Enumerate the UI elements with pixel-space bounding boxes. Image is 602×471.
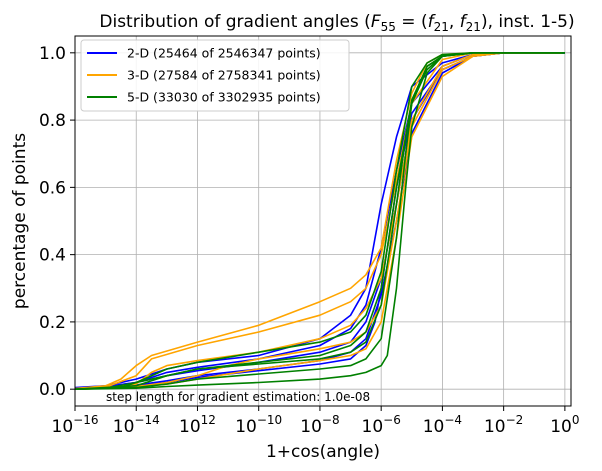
y-axis-label: percentage of points (10, 133, 30, 309)
legend-label: 5-D (33030 of 3302935 points) (127, 90, 321, 105)
y-tick-label: 0.2 (39, 313, 66, 333)
x-tick-base: 10 (179, 417, 201, 437)
x-tick-power: −6 (383, 413, 401, 427)
series-line-1 (74, 51, 565, 389)
legend-box (80, 39, 350, 112)
title-f2: f (460, 12, 469, 32)
x-axis-ticks: 10−16 10−14 1012 10−10 10−8 10−6 10−4 10−2 100 (52, 406, 580, 437)
x-tick-base: 10 (550, 417, 572, 437)
series-line-15 (74, 51, 565, 390)
legend-label: 2-D (25464 of 2546347 points) (127, 46, 321, 61)
x-tick-label: 10−10 (235, 413, 282, 437)
y-axis-ticks: 0.0 0.2 0.4 0.6 0.8 1.0 (39, 44, 75, 400)
y-tick-label: 0.6 (39, 178, 66, 198)
x-tick-power: −10 (257, 413, 282, 427)
title-prefix: Distribution of gradient angles ( (99, 12, 370, 32)
x-tick-label: 10−6 (362, 413, 401, 437)
title-f: F (371, 12, 381, 32)
title-f1-sub: 21 (434, 20, 449, 34)
series-line-11 (74, 51, 565, 390)
x-tick-power: −14 (134, 413, 159, 427)
series-lines (74, 51, 565, 390)
step-length-annotation: step length for gradient estimation: 1.0… (106, 390, 370, 404)
x-tick-base: 10 (113, 417, 135, 437)
x-tick-base: 10 (423, 417, 445, 437)
series-line-8 (74, 51, 562, 390)
x-tick-power: 12 (201, 413, 216, 427)
y-tick-label: 0.8 (39, 111, 66, 131)
x-tick-power: −4 (444, 413, 462, 427)
series-line-14 (74, 51, 565, 390)
x-tick-base: 10 (362, 417, 384, 437)
x-tick-power: 0 (572, 413, 580, 427)
title-eq: = ( (396, 12, 428, 32)
x-tick-label: 10−8 (300, 413, 339, 437)
title-suffix: ), inst. 1-5) (481, 12, 575, 32)
title-f-sub: 55 (381, 20, 396, 34)
legend: 2-D (25464 of 2546347 points) 3-D (27584 … (80, 39, 350, 112)
x-tick-label: 10−16 (52, 413, 99, 437)
x-tick-base: 10 (52, 417, 74, 437)
legend-label: 3-D (27584 of 2758341 points) (127, 68, 321, 83)
series-line-9 (74, 51, 562, 390)
x-tick-power: −8 (322, 413, 340, 427)
x-tick-base: 10 (300, 417, 322, 437)
title-f2-sub: 21 (466, 20, 481, 34)
title-comma: , (449, 12, 460, 32)
y-tick-label: 0.4 (39, 246, 66, 266)
x-tick-power: −16 (73, 413, 98, 427)
grid-lines (74, 36, 571, 406)
chart-title: Distribution of gradient angles (F55 = (… (99, 12, 574, 34)
x-tick-base: 10 (235, 417, 257, 437)
series-line-7 (74, 51, 562, 390)
x-tick-label: 10−2 (484, 413, 523, 437)
x-tick-label: 10−14 (113, 413, 160, 437)
x-tick-base: 10 (484, 417, 506, 437)
x-tick-label: 10−4 (423, 413, 462, 437)
plot-frame (74, 35, 572, 407)
title-f1: f (428, 12, 437, 32)
y-tick-label: 1.0 (39, 44, 66, 64)
x-tick-label: 1012 (179, 413, 216, 437)
x-axis-label: 1+cos(angle) (266, 442, 380, 462)
series-line-4 (74, 51, 565, 390)
x-tick-power: −2 (506, 413, 524, 427)
x-tick-label: 100 (550, 413, 579, 437)
series-line-13 (74, 51, 565, 390)
y-tick-label: 0.0 (39, 380, 66, 400)
